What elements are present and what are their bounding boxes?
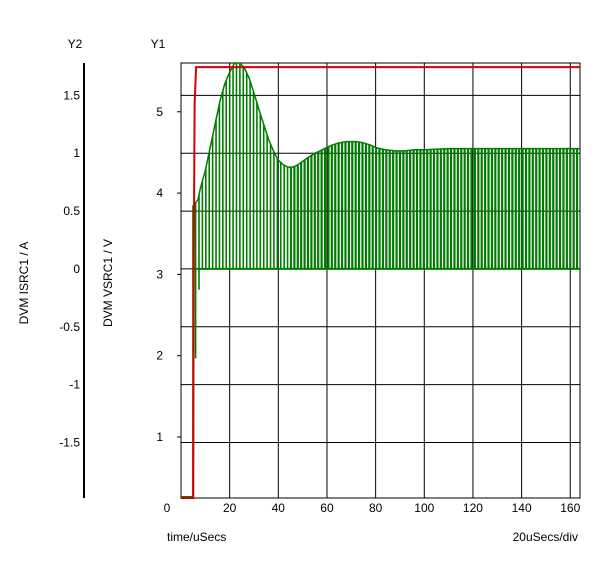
y1-tick-label: 3 bbox=[156, 267, 163, 281]
y1-axis-label: DVM VSRC1 / V bbox=[101, 239, 115, 327]
x-tick-label: 100 bbox=[414, 501, 434, 515]
y1-tick-label: 1 bbox=[156, 430, 163, 444]
y1-tick-label: 5 bbox=[156, 105, 163, 119]
series-isrc1-switching bbox=[194, 63, 579, 359]
x-tick-label: 20 bbox=[223, 501, 237, 515]
plot-frame bbox=[180, 62, 581, 499]
grid bbox=[180, 62, 581, 499]
axes: 0 20 40 60 80 100 120 140 160 1.5 1 0.5 0 -0.5 -1 -1.5 1… bbox=[59, 63, 581, 515]
series-isrc1-envelope bbox=[181, 62, 580, 498]
series-isrc1-startup bbox=[181, 205, 195, 498]
x-axis-label: time/uSecs bbox=[167, 530, 226, 544]
y1-header: Y1 bbox=[151, 37, 166, 51]
y2-tick-label: -1.5 bbox=[59, 435, 80, 449]
y2-axis-label: DVM ISRC1 / A bbox=[17, 242, 31, 325]
x-tick-label: 40 bbox=[272, 501, 286, 515]
y2-tick-label: 0 bbox=[73, 262, 80, 276]
y2-header: Y2 bbox=[68, 37, 83, 51]
x-tick-label: 80 bbox=[369, 501, 383, 515]
x-tick-label: 120 bbox=[463, 501, 483, 515]
y2-tick-label: 1 bbox=[73, 146, 80, 160]
x-tick-label: 0 bbox=[164, 501, 171, 515]
x-tick-label: 60 bbox=[320, 501, 334, 515]
y1-tick-label: 4 bbox=[156, 186, 163, 200]
series-vsrc1 bbox=[181, 66, 580, 499]
series-vsrc1-line bbox=[181, 66, 580, 499]
y2-tick-label: -1 bbox=[69, 378, 80, 392]
y2-tick-label: 1.5 bbox=[63, 88, 80, 102]
x-scale-note: 20uSecs/div bbox=[513, 530, 578, 544]
y1-tick-label: 2 bbox=[156, 349, 163, 363]
y2-tick-label: 0.5 bbox=[63, 204, 80, 218]
y2-tick-label: -0.5 bbox=[59, 320, 80, 334]
x-tick-label: 140 bbox=[512, 501, 532, 515]
x-tick-label: 160 bbox=[560, 501, 580, 515]
